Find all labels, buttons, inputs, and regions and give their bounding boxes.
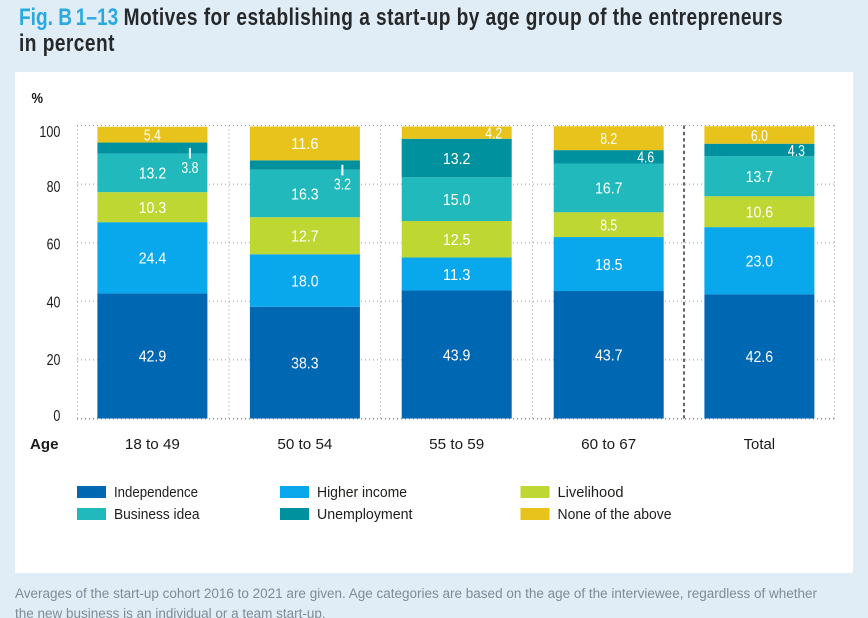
svg-text:20: 20 (47, 352, 61, 369)
svg-text:12.7: 12.7 (291, 229, 319, 246)
svg-text:5.4: 5.4 (144, 128, 161, 145)
svg-text:8.5: 8.5 (600, 218, 617, 235)
svg-text:55 to 59: 55 to 59 (429, 436, 484, 453)
svg-text:60 to 67: 60 to 67 (581, 436, 636, 453)
svg-text:Unemployment: Unemployment (317, 506, 413, 523)
svg-text:60: 60 (47, 237, 61, 254)
svg-text:3.2: 3.2 (334, 177, 351, 194)
svg-text:100: 100 (39, 124, 60, 141)
svg-text:16.3: 16.3 (291, 186, 319, 203)
svg-text:50 to 54: 50 to 54 (277, 436, 332, 453)
svg-text:4.2: 4.2 (485, 125, 502, 142)
svg-text:%: % (32, 90, 44, 107)
svg-text:Total: Total (744, 436, 776, 453)
svg-text:18.0: 18.0 (291, 273, 319, 290)
svg-text:15.0: 15.0 (443, 192, 471, 209)
svg-text:80: 80 (47, 179, 61, 196)
svg-text:38.3: 38.3 (291, 355, 319, 372)
svg-text:11.6: 11.6 (291, 136, 319, 153)
svg-text:None of the above: None of the above (558, 506, 672, 523)
svg-text:4.6: 4.6 (637, 150, 654, 167)
svg-text:43.9: 43.9 (443, 347, 471, 364)
svg-text:10.3: 10.3 (139, 200, 167, 217)
svg-text:23.0: 23.0 (746, 254, 774, 271)
svg-text:0: 0 (53, 408, 60, 425)
svg-text:42.6: 42.6 (746, 349, 774, 366)
svg-text:40: 40 (47, 295, 61, 312)
svg-text:13.2: 13.2 (139, 166, 167, 183)
svg-text:13.7: 13.7 (746, 169, 774, 186)
svg-text:Independence: Independence (114, 484, 198, 501)
svg-text:42.9: 42.9 (139, 349, 167, 366)
svg-text:10.6: 10.6 (746, 205, 774, 222)
svg-text:Business idea: Business idea (114, 506, 200, 523)
svg-text:Age: Age (30, 436, 59, 453)
svg-text:11.3: 11.3 (443, 267, 471, 284)
svg-text:4.3: 4.3 (788, 143, 805, 160)
svg-text:12.5: 12.5 (443, 232, 471, 249)
svg-text:8.2: 8.2 (600, 131, 617, 148)
svg-text:13.2: 13.2 (443, 151, 471, 168)
svg-text:43.7: 43.7 (595, 348, 623, 365)
svg-text:18 to 49: 18 to 49 (125, 436, 180, 453)
svg-text:3.8: 3.8 (181, 160, 198, 177)
svg-text:18.5: 18.5 (595, 257, 623, 274)
svg-text:Higher income: Higher income (317, 484, 407, 501)
svg-text:16.7: 16.7 (595, 181, 623, 198)
svg-text:6.0: 6.0 (751, 128, 768, 145)
svg-text:Livelihood: Livelihood (558, 484, 624, 501)
svg-text:24.4: 24.4 (139, 251, 167, 268)
